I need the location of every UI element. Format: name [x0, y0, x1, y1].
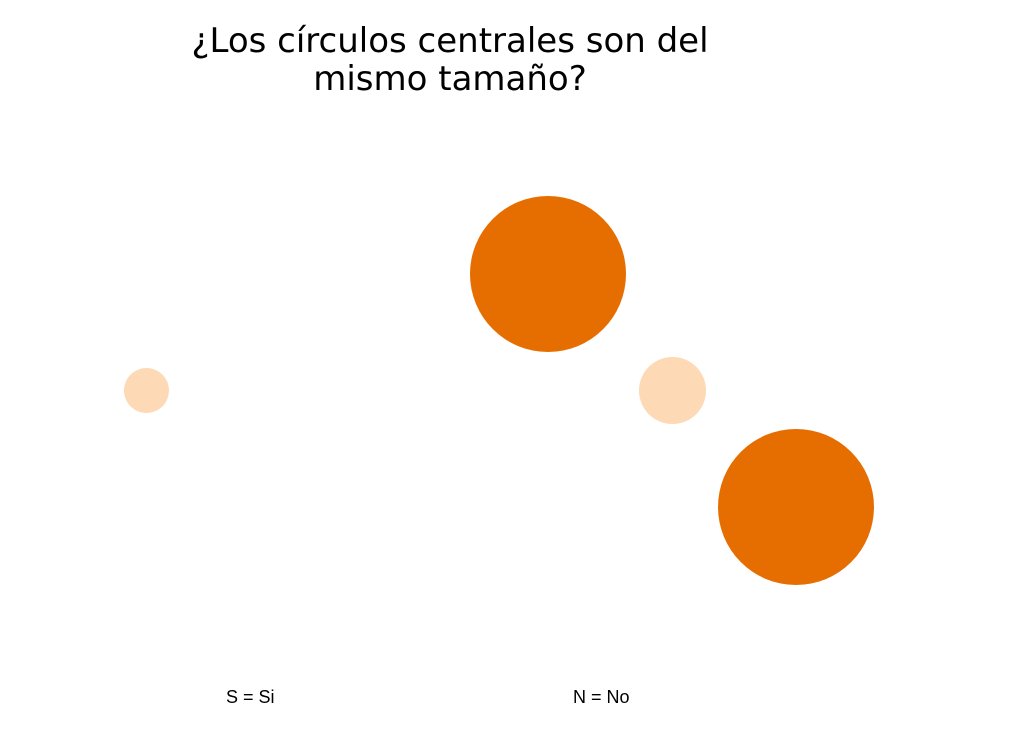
- answer-yes-label: S = Si: [226, 687, 275, 707]
- question-title: ¿Los círculos centrales son del mismo ta…: [150, 22, 750, 98]
- question-title-line-2: mismo tamaño?: [313, 59, 587, 99]
- question-title-line-1: ¿Los círculos centrales son del: [191, 21, 709, 61]
- small-circle-right: [639, 357, 706, 424]
- large-circle-top: [470, 196, 626, 352]
- large-circle-bottom: [718, 429, 874, 585]
- small-circle-left: [124, 368, 169, 413]
- answer-no-label: N = No: [573, 687, 630, 707]
